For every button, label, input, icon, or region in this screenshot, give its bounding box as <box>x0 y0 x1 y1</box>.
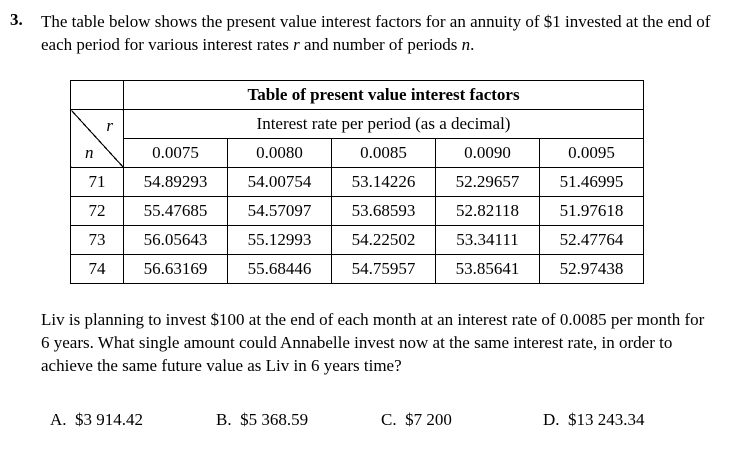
period-cell: 71 <box>70 167 124 197</box>
table-corner-diagonal: r n <box>70 109 124 168</box>
stem-var-n: n <box>461 35 471 54</box>
value-cell: 54.89293 <box>123 167 228 197</box>
value-cell: 51.97618 <box>539 196 644 226</box>
table-title-row: Table of present value interest factors <box>70 80 644 110</box>
choice-a[interactable]: A. $3 914.42 <box>50 410 143 430</box>
stem-var-r: r <box>293 35 300 54</box>
value-cell: 53.34111 <box>435 225 540 255</box>
question-prompt: Liv is planning to invest $100 at the en… <box>41 310 705 375</box>
rate-cell: 0.0090 <box>435 138 540 168</box>
rate-cell: 0.0080 <box>227 138 332 168</box>
corner-label-n: n <box>85 143 94 162</box>
value-cell: 52.47764 <box>539 225 644 255</box>
value-cell: 53.14226 <box>331 167 436 197</box>
period-cell: 73 <box>70 225 124 255</box>
period-cell: 74 <box>70 254 124 284</box>
value-cell: 56.63169 <box>123 254 228 284</box>
choice-b[interactable]: B. $5 368.59 <box>216 410 308 430</box>
value-cell: 51.46995 <box>539 167 644 197</box>
question-number: 3. <box>10 10 23 29</box>
corner-label-r: r <box>106 116 113 135</box>
table-row: 73 56.05643 55.12993 54.22502 53.34111 5… <box>70 225 644 255</box>
stem-text-1: The table below shows the present value … <box>41 12 711 54</box>
value-cell: 52.82118 <box>435 196 540 226</box>
choice-label: A. <box>50 410 67 429</box>
rate-cell: 0.0085 <box>331 138 436 168</box>
choice-label: C. <box>381 410 397 429</box>
choice-value: $7 200 <box>405 410 452 429</box>
choice-value: $13 243.34 <box>568 410 645 429</box>
choice-value: $5 368.59 <box>240 410 309 429</box>
rate-cell: 0.0075 <box>123 138 228 168</box>
choice-d[interactable]: D. $13 243.34 <box>543 410 645 430</box>
value-cell: 56.05643 <box>123 225 228 255</box>
value-cell: 54.75957 <box>331 254 436 284</box>
table-row: 74 56.63169 55.68446 54.75957 53.85641 5… <box>70 254 644 284</box>
question-stem: The table below shows the present value … <box>41 10 731 56</box>
value-cell: 52.29657 <box>435 167 540 197</box>
pv-interest-factor-table: Table of present value interest factors … <box>70 80 644 284</box>
rates-row: 0.0075 0.0080 0.0085 0.0090 0.0095 <box>71 138 644 168</box>
rate-header: Interest rate per period (as a decimal) <box>123 109 644 139</box>
choice-label: B. <box>216 410 232 429</box>
value-cell: 55.47685 <box>123 196 228 226</box>
value-cell: 54.22502 <box>331 225 436 255</box>
stem-text-3: . <box>470 35 475 54</box>
value-cell: 52.97438 <box>539 254 644 284</box>
table-row: 72 55.47685 54.57097 53.68593 52.82118 5… <box>70 196 644 226</box>
choice-label: D. <box>543 410 560 429</box>
stem-text-2: and number of periods <box>299 35 462 54</box>
rate-cell: 0.0095 <box>539 138 644 168</box>
choice-value: $3 914.42 <box>75 410 144 429</box>
value-cell: 55.12993 <box>227 225 332 255</box>
rate-header-row: r n Interest rate per period (as a decim… <box>70 109 644 168</box>
period-cell: 72 <box>70 196 124 226</box>
table-title: Table of present value interest factors <box>123 80 644 110</box>
value-cell: 53.68593 <box>331 196 436 226</box>
value-cell: 55.68446 <box>227 254 332 284</box>
choice-c[interactable]: C. $7 200 <box>381 410 452 430</box>
table-row: 71 54.89293 54.00754 53.14226 52.29657 5… <box>70 167 644 197</box>
value-cell: 54.00754 <box>227 167 332 197</box>
value-cell: 54.57097 <box>227 196 332 226</box>
table-corner-blank <box>70 80 124 110</box>
value-cell: 53.85641 <box>435 254 540 284</box>
